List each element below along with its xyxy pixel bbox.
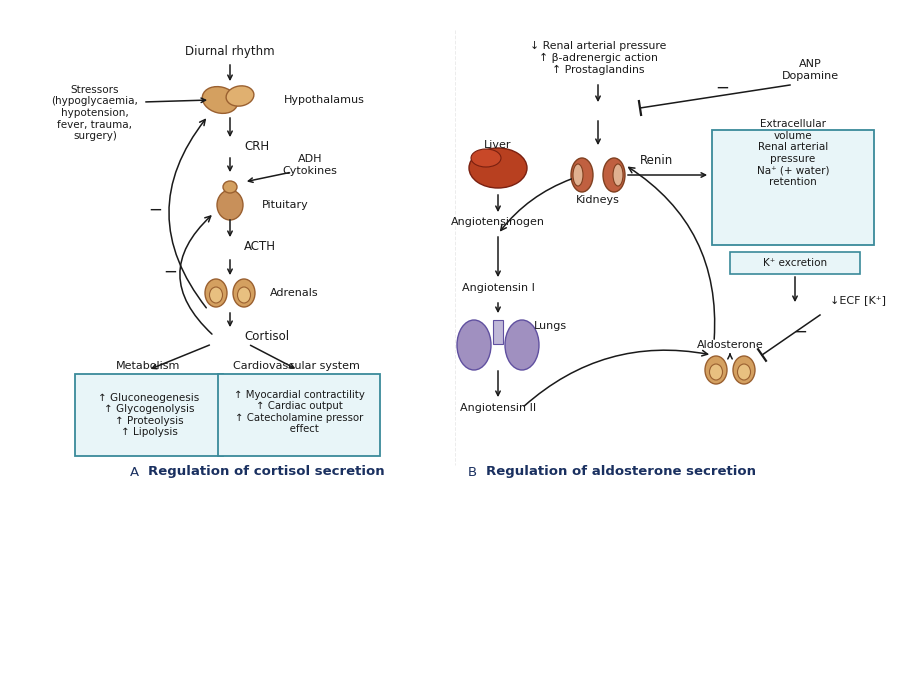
Ellipse shape: [737, 364, 750, 380]
Ellipse shape: [217, 190, 243, 220]
Text: Lungs: Lungs: [533, 321, 566, 331]
Ellipse shape: [505, 320, 539, 370]
Text: Metabolism: Metabolism: [116, 361, 180, 371]
Text: Pituitary: Pituitary: [262, 200, 309, 210]
Text: Aldosterone: Aldosterone: [696, 340, 763, 350]
Text: −: −: [163, 263, 176, 281]
FancyBboxPatch shape: [75, 374, 222, 456]
Text: Angiotensin II: Angiotensin II: [460, 403, 536, 413]
Text: ↑ Gluconeogenesis
↑ Glycogenolysis
↑ Proteolysis
↑ Lipolysis: ↑ Gluconeogenesis ↑ Glycogenolysis ↑ Pro…: [98, 393, 199, 437]
Ellipse shape: [237, 287, 250, 303]
Text: Renin: Renin: [640, 153, 673, 166]
Ellipse shape: [571, 158, 593, 192]
Ellipse shape: [704, 356, 726, 384]
Text: A: A: [130, 466, 139, 478]
Text: ADH
Cytokines: ADH Cytokines: [282, 154, 337, 176]
Text: ↓ECF [K⁺]: ↓ECF [K⁺]: [829, 295, 885, 305]
Text: Diurnal rhythm: Diurnal rhythm: [185, 46, 275, 59]
Text: −: −: [148, 201, 162, 219]
Text: ↑ Myocardial contractility
↑ Cardiac output
↑ Catecholamine pressor
   effect: ↑ Myocardial contractility ↑ Cardiac out…: [233, 390, 364, 435]
Text: Angiotensin I: Angiotensin I: [461, 283, 534, 293]
Text: B: B: [468, 466, 477, 478]
Text: K⁺ excretion: K⁺ excretion: [762, 258, 826, 268]
Text: ACTH: ACTH: [244, 241, 276, 253]
Text: Angiotensinogen: Angiotensinogen: [450, 217, 544, 227]
Text: Kidneys: Kidneys: [575, 195, 619, 205]
Text: Adrenals: Adrenals: [269, 288, 318, 298]
Ellipse shape: [210, 287, 222, 303]
Text: Stressors
(hypoglycaemia,
hypotension,
fever, trauma,
surgery): Stressors (hypoglycaemia, hypotension, f…: [51, 85, 138, 141]
Ellipse shape: [205, 279, 227, 307]
Text: Hypothalamus: Hypothalamus: [284, 95, 365, 105]
Text: −: −: [714, 79, 728, 97]
Bar: [493, 320, 503, 344]
FancyBboxPatch shape: [729, 252, 859, 274]
Ellipse shape: [573, 164, 583, 186]
Ellipse shape: [602, 158, 624, 192]
Text: ↓ Renal arterial pressure
↑ β-adrenergic action
↑ Prostaglandins: ↓ Renal arterial pressure ↑ β-adrenergic…: [529, 41, 665, 75]
Ellipse shape: [732, 356, 754, 384]
FancyBboxPatch shape: [218, 374, 380, 456]
Ellipse shape: [222, 181, 237, 193]
Ellipse shape: [709, 364, 721, 380]
Ellipse shape: [612, 164, 622, 186]
Text: Extracellular
volume
Renal arterial
pressure
Na⁺ (+ water)
retention: Extracellular volume Renal arterial pres…: [756, 119, 828, 187]
Ellipse shape: [457, 320, 491, 370]
Text: Regulation of cortisol secretion: Regulation of cortisol secretion: [148, 466, 384, 478]
Text: ANP
Dopamine: ANP Dopamine: [780, 59, 837, 81]
Text: Cortisol: Cortisol: [244, 331, 289, 344]
Text: −: −: [792, 323, 806, 341]
Ellipse shape: [233, 279, 255, 307]
Text: CRH: CRH: [244, 141, 269, 153]
Ellipse shape: [471, 149, 501, 167]
Ellipse shape: [469, 148, 527, 188]
Ellipse shape: [202, 87, 237, 113]
Text: Regulation of aldosterone secretion: Regulation of aldosterone secretion: [485, 466, 755, 478]
Text: Liver: Liver: [483, 140, 511, 150]
Text: Cardiovascular system: Cardiovascular system: [233, 361, 359, 371]
Ellipse shape: [226, 86, 254, 106]
FancyBboxPatch shape: [711, 130, 873, 245]
